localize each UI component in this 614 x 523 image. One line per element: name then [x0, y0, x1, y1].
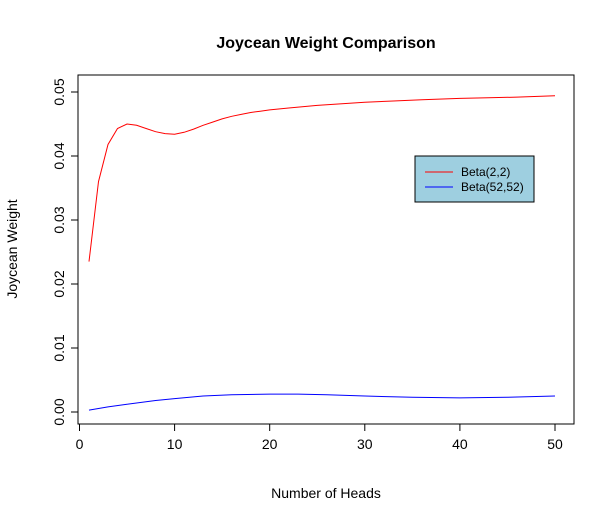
y-tick-label: 0.00 — [51, 398, 67, 425]
x-axis: 0 10 20 30 40 50 — [76, 423, 563, 452]
y-tick-label: 0.03 — [51, 206, 67, 233]
y-tick-label: 0.04 — [51, 142, 67, 169]
legend: Beta(2,2)Beta(52,52) — [414, 155, 535, 203]
chart-title: Joycean Weight Comparison — [216, 35, 435, 52]
x-tick-label: 20 — [262, 436, 278, 452]
y-axis: 0.00 0.01 0.02 0.03 0.04 0.05 — [51, 78, 79, 426]
y-tick-label: 0.02 — [51, 270, 67, 297]
plot-frame — [77, 74, 575, 425]
y-axis-label: Joycean Weight — [4, 199, 20, 298]
series-layer — [88, 95, 556, 411]
x-tick-label: 40 — [452, 436, 468, 452]
x-axis-label: Number of Heads — [271, 485, 381, 501]
legend-box — [414, 155, 535, 203]
x-tick-label: 0 — [76, 436, 84, 452]
x-tick-label: 30 — [357, 436, 373, 452]
series-line — [88, 95, 556, 262]
y-tick-label: 0.01 — [51, 334, 67, 361]
x-tick-label: 50 — [547, 436, 563, 452]
series-line — [88, 393, 556, 411]
x-tick-label: 10 — [167, 436, 183, 452]
legend-label: Beta(2,2) — [461, 165, 510, 179]
y-tick-label: 0.05 — [51, 78, 67, 105]
legend-label: Beta(52,52) — [461, 180, 524, 194]
